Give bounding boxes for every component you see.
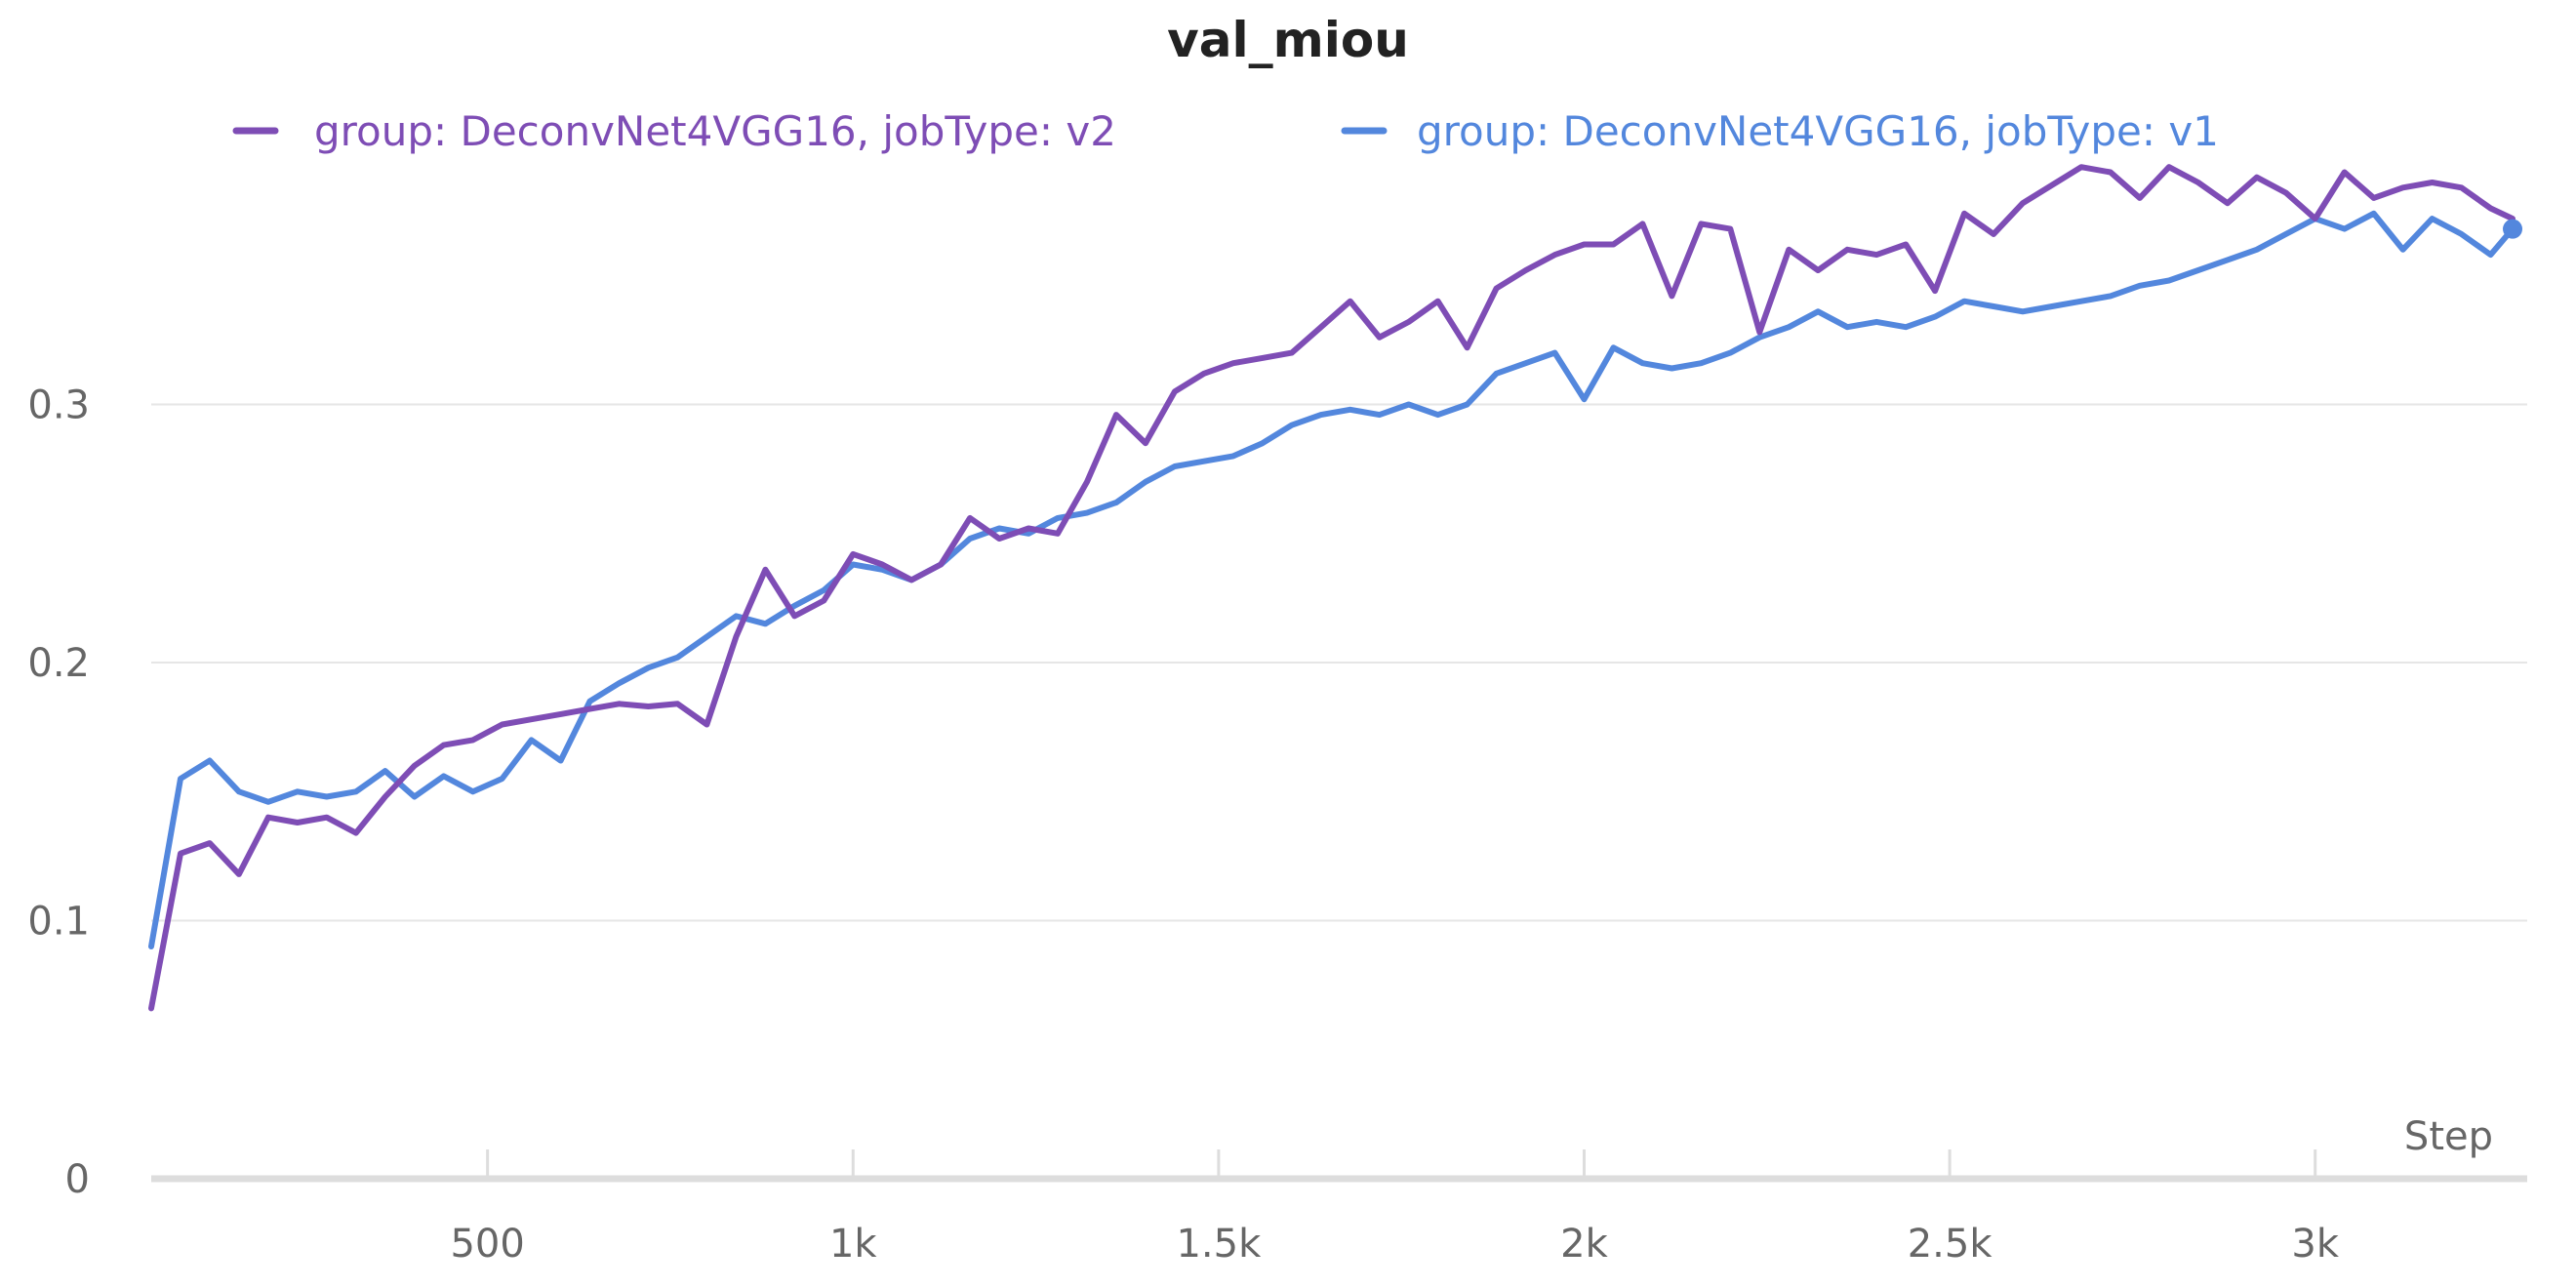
y-tick-label: 0.1: [27, 900, 90, 945]
chart-title: val_miou: [1167, 12, 1409, 68]
x-tick-label: 3k: [2291, 1222, 2339, 1267]
x-tick-label: 2k: [1560, 1222, 1608, 1267]
x-tick-label: 500: [450, 1222, 524, 1267]
series-line-v1[interactable]: [148, 210, 2516, 949]
x-axis-title: Step: [2404, 1114, 2493, 1159]
x-tick-label: 1.5k: [1176, 1222, 1262, 1267]
legend-item-v1[interactable]: group: DeconvNet4VGG16, jobType: v1: [1341, 107, 2219, 155]
x-tick-label: 1k: [829, 1222, 877, 1267]
y-tick-label: 0.3: [27, 383, 90, 428]
series-line-v2[interactable]: [148, 164, 2516, 1012]
legend[interactable]: group: DeconvNet4VGG16, jobType: v2 grou…: [232, 107, 2219, 155]
y-tick-label: 0: [65, 1157, 90, 1202]
axes: 0 0.1 0.2 0.3 500 1k 1.5k 2k 2.5k 3k: [27, 383, 2527, 1267]
gridlines: [151, 403, 2527, 922]
legend-label-v2: group: DeconvNet4VGG16, jobType: v2: [314, 107, 1116, 155]
x-tick-label: 2.5k: [1908, 1222, 1993, 1267]
legend-label-v1: group: DeconvNet4VGG16, jobType: v1: [1417, 107, 2219, 155]
legend-item-v2[interactable]: group: DeconvNet4VGG16, jobType: v2: [232, 107, 1116, 155]
series-lines[interactable]: [148, 164, 2523, 1012]
y-tick-label: 0.2: [27, 641, 90, 686]
series-endpoint-marker[interactable]: [2503, 219, 2523, 239]
